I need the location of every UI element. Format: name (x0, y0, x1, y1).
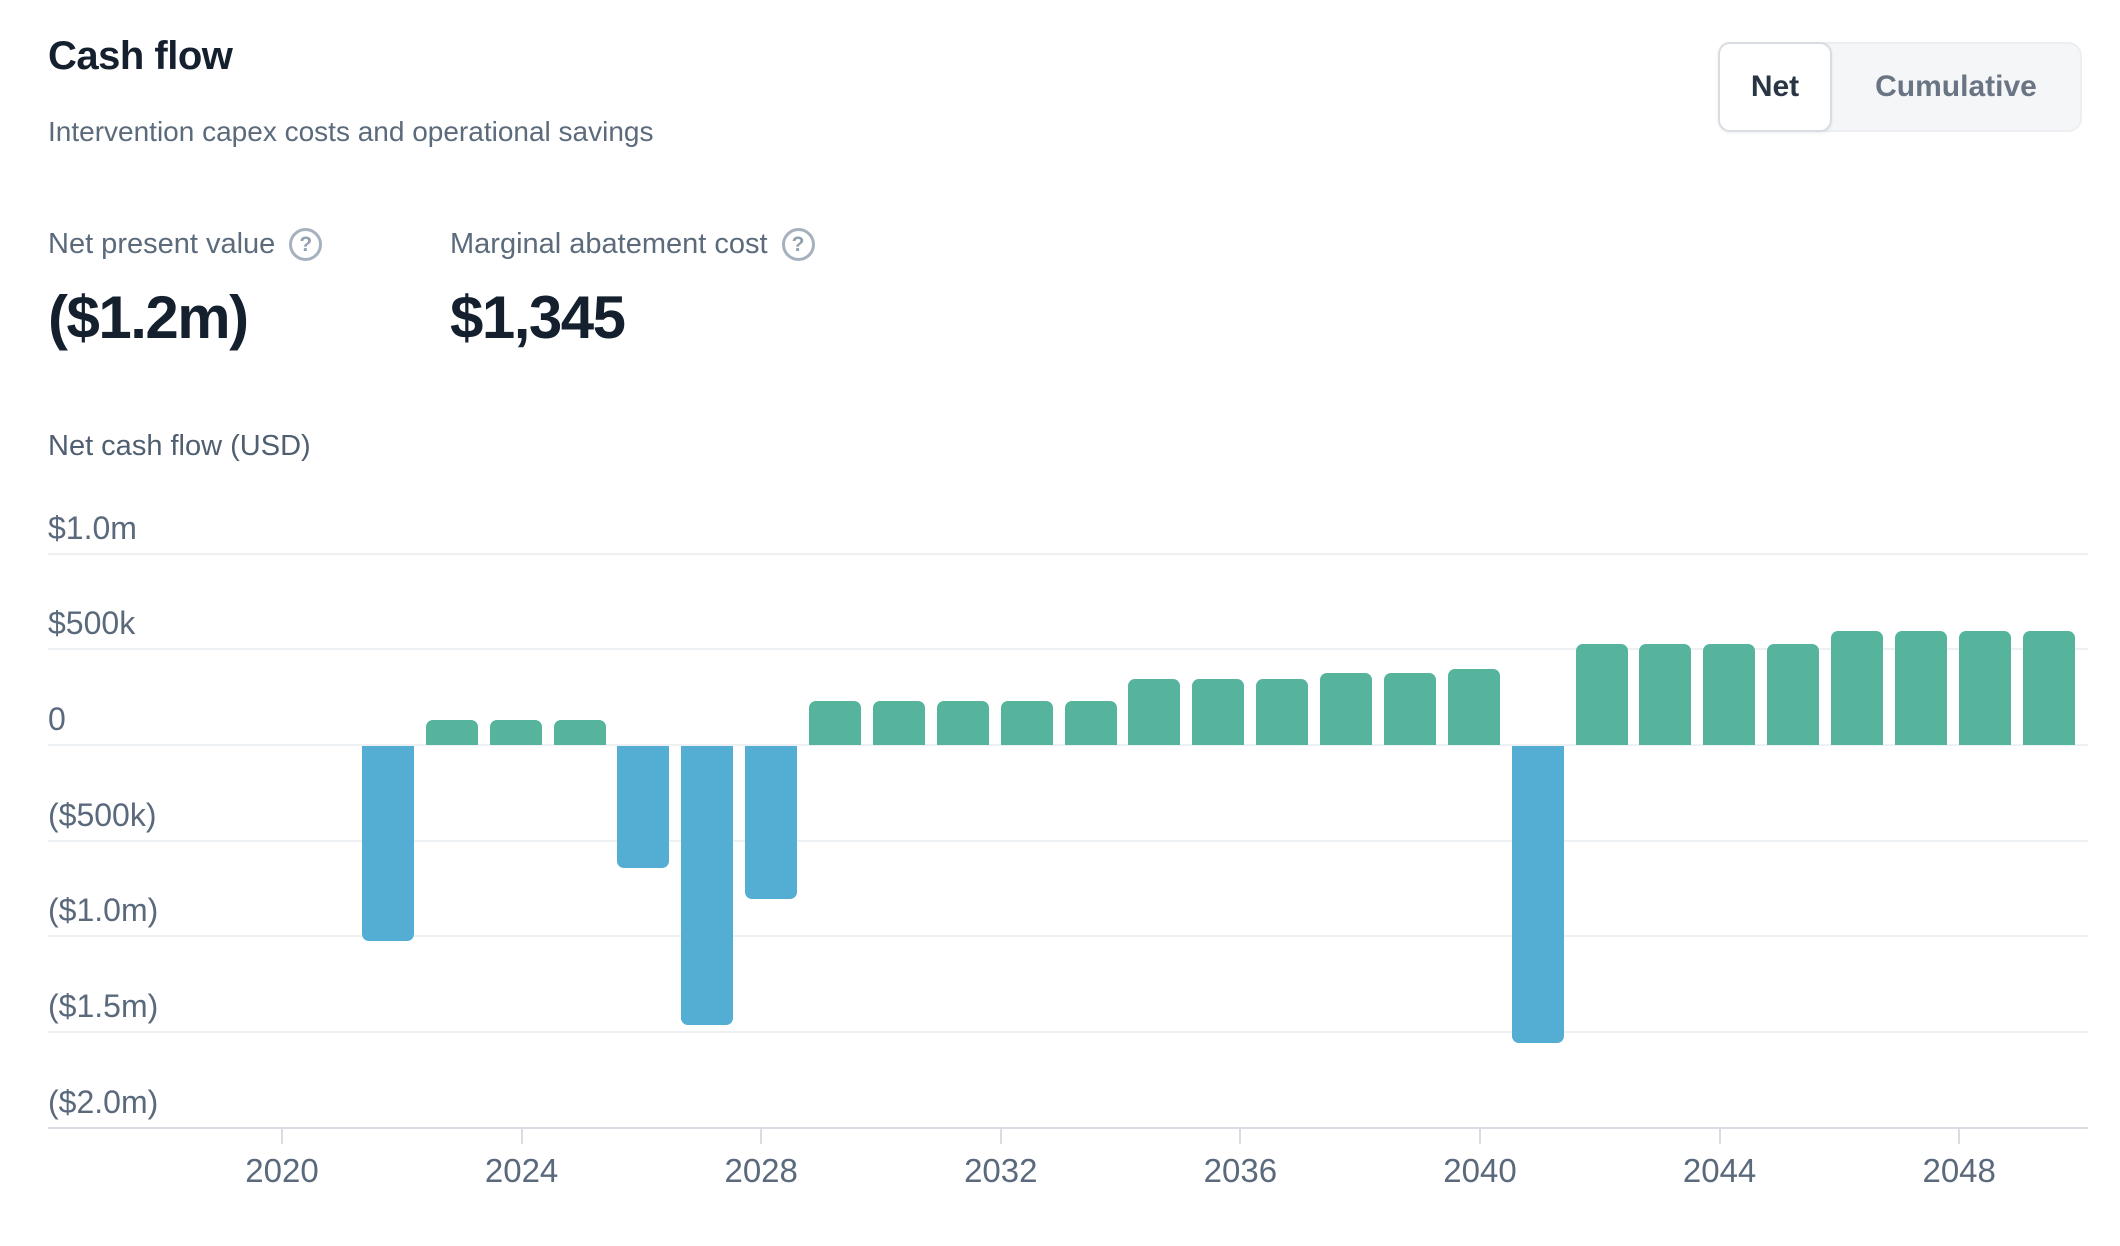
y-axis-label: ($1.5m) (48, 988, 159, 1025)
metric-npv-label: Net present value (48, 228, 276, 260)
metric-npv-label-row: Net present value? (48, 228, 323, 261)
toggle-option-net[interactable]: Net (1718, 42, 1832, 132)
bar-2042[interactable] (1639, 643, 1692, 745)
bar-2047[interactable] (1958, 631, 2011, 745)
gridline (48, 744, 2088, 746)
bar-2025[interactable] (553, 720, 606, 745)
gridline (48, 552, 2088, 555)
x-axis-label: 2048 (1922, 1152, 1996, 1189)
bar-2024[interactable] (489, 720, 542, 745)
y-axis-label: $1.0m (48, 509, 137, 546)
bar-2046[interactable] (1894, 631, 1947, 745)
metric-npv: Net present value? ($1.2m) (48, 228, 323, 352)
x-axis-label: 2028 (724, 1152, 798, 1189)
bar-2039[interactable] (1447, 669, 1500, 745)
bar-2034[interactable] (1128, 678, 1181, 745)
bar-2035[interactable] (1192, 678, 1245, 745)
x-axis-label: 2024 (484, 1152, 559, 1189)
bar-2023[interactable] (425, 720, 478, 745)
y-axis-label: 0 (48, 701, 66, 737)
bar-2043[interactable] (1703, 643, 1756, 745)
page-title: Cash flow (48, 34, 233, 78)
bar-2026[interactable] (617, 746, 670, 869)
bar-2030[interactable] (872, 700, 925, 745)
metric-mac-label-row: Marginal abatement cost? (450, 228, 815, 261)
x-axis-tick (1239, 1128, 1242, 1144)
x-axis-label: 2040 (1443, 1152, 1517, 1189)
bar-2045[interactable] (1831, 631, 1883, 745)
bar-2032[interactable] (1000, 700, 1053, 745)
y-axis-label: ($1.0m) (48, 892, 159, 929)
gridline (48, 935, 2088, 938)
page-subtitle: Intervention capex costs and operational… (48, 116, 654, 147)
gridline (48, 839, 2088, 842)
metric-mac-value: $1,345 (450, 284, 626, 351)
y-axis-label: ($500k) (48, 796, 157, 833)
x-axis-label: 2036 (1203, 1152, 1278, 1189)
bar-2044[interactable] (1767, 643, 1820, 745)
x-axis-tick (1479, 1128, 1481, 1144)
x-axis-tick (1718, 1128, 1721, 1144)
gridline (48, 648, 2088, 651)
bar-2031[interactable] (936, 700, 989, 745)
bar-2048[interactable] (2022, 631, 2075, 745)
bar-2028[interactable] (745, 746, 798, 900)
bar-2029[interactable] (809, 700, 862, 745)
toggle-option-cumulative[interactable]: Cumulative (1875, 70, 2037, 103)
x-axis-tick (1958, 1128, 1961, 1144)
bar-2036[interactable] (1256, 678, 1309, 745)
y-axis-label: $500k (48, 605, 136, 642)
bar-2027[interactable] (681, 746, 734, 1026)
gridline (48, 1031, 2088, 1034)
bar-2022[interactable] (362, 746, 414, 942)
x-axis-label: 2020 (245, 1152, 319, 1189)
metric-npv-value: ($1.2m) (48, 284, 249, 351)
net-cumulative-toggle: Net Cumulative (1718, 42, 2082, 132)
bar-2037[interactable] (1320, 673, 1373, 745)
chart-title: Net cash flow (USD) (48, 430, 311, 462)
x-axis-tick (999, 1128, 1002, 1144)
help-icon[interactable]: ? (289, 228, 323, 261)
bar-2040[interactable] (1511, 746, 1564, 1043)
bar-2038[interactable] (1383, 673, 1436, 745)
bar-2041[interactable] (1575, 643, 1628, 745)
bar-2033[interactable] (1064, 700, 1117, 745)
metric-mac: Marginal abatement cost? $1,345 (450, 228, 815, 352)
y-axis-label: ($2.0m) (48, 1083, 159, 1120)
metric-mac-label: Marginal abatement cost (450, 228, 768, 260)
x-axis-label: 2044 (1682, 1152, 1757, 1189)
help-icon[interactable]: ? (781, 228, 815, 261)
x-axis-line (48, 1126, 2088, 1129)
x-axis-label: 2032 (964, 1152, 1038, 1189)
x-axis-tick (760, 1128, 763, 1144)
x-axis-tick (520, 1128, 523, 1144)
x-axis-tick (281, 1128, 283, 1144)
